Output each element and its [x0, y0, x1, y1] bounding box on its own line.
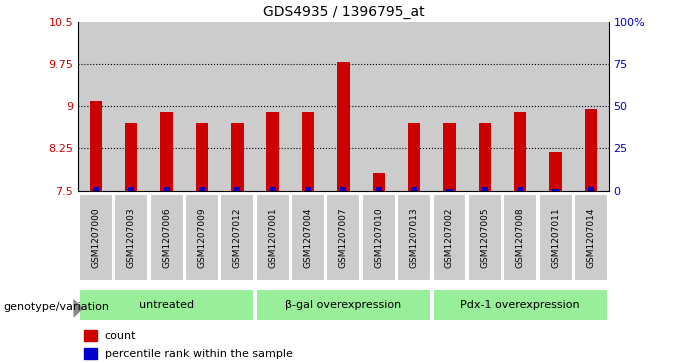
Bar: [128, 187, 135, 191]
Bar: [361, 22, 396, 191]
FancyBboxPatch shape: [80, 289, 254, 321]
Bar: [290, 22, 326, 191]
FancyBboxPatch shape: [220, 194, 254, 281]
Bar: [78, 22, 114, 191]
FancyBboxPatch shape: [362, 194, 396, 281]
Text: GSM1207007: GSM1207007: [339, 207, 348, 268]
Bar: [573, 22, 609, 191]
FancyBboxPatch shape: [433, 289, 607, 321]
Bar: [411, 187, 418, 191]
Text: GSM1207002: GSM1207002: [445, 208, 454, 268]
FancyBboxPatch shape: [114, 194, 148, 281]
Text: GSM1207010: GSM1207010: [374, 207, 384, 268]
Text: GSM1207013: GSM1207013: [409, 207, 419, 268]
Text: GSM1207014: GSM1207014: [586, 208, 596, 268]
Bar: [552, 189, 559, 191]
Bar: [588, 187, 594, 191]
Text: GSM1207003: GSM1207003: [126, 207, 136, 268]
Bar: [231, 123, 243, 191]
FancyBboxPatch shape: [150, 194, 184, 281]
Text: GSM1207011: GSM1207011: [551, 207, 560, 268]
Bar: [114, 22, 149, 191]
Bar: [92, 187, 99, 191]
Bar: [220, 22, 255, 191]
Bar: [326, 22, 361, 191]
Bar: [467, 22, 503, 191]
Bar: [375, 187, 382, 191]
FancyBboxPatch shape: [79, 194, 113, 281]
Bar: [517, 187, 524, 191]
Text: GSM1207008: GSM1207008: [515, 207, 525, 268]
Text: GSM1207012: GSM1207012: [233, 208, 242, 268]
Bar: [446, 189, 453, 191]
Bar: [196, 123, 208, 191]
FancyBboxPatch shape: [503, 194, 537, 281]
Text: GSM1207000: GSM1207000: [91, 207, 101, 268]
Bar: [538, 22, 573, 191]
Bar: [90, 101, 102, 191]
Text: untreated: untreated: [139, 300, 194, 310]
Text: genotype/variation: genotype/variation: [3, 302, 109, 312]
Bar: [199, 187, 205, 191]
Bar: [160, 112, 173, 191]
FancyBboxPatch shape: [397, 194, 431, 281]
Bar: [443, 123, 456, 191]
Bar: [302, 112, 314, 191]
FancyBboxPatch shape: [574, 194, 608, 281]
Text: GSM1207004: GSM1207004: [303, 208, 313, 268]
Polygon shape: [73, 299, 84, 318]
Text: GSM1207006: GSM1207006: [162, 207, 171, 268]
Bar: [84, 348, 97, 359]
Bar: [337, 62, 350, 191]
Bar: [305, 187, 311, 191]
FancyBboxPatch shape: [468, 194, 502, 281]
FancyBboxPatch shape: [256, 194, 290, 281]
Bar: [396, 22, 432, 191]
Bar: [408, 123, 420, 191]
Bar: [267, 112, 279, 191]
Bar: [255, 22, 290, 191]
Bar: [503, 22, 538, 191]
Bar: [373, 172, 385, 191]
Bar: [184, 22, 220, 191]
Bar: [269, 187, 276, 191]
Bar: [125, 123, 137, 191]
FancyBboxPatch shape: [539, 194, 573, 281]
Bar: [163, 187, 170, 191]
Bar: [340, 187, 347, 191]
Bar: [234, 187, 241, 191]
Bar: [432, 22, 467, 191]
Bar: [149, 22, 184, 191]
Text: count: count: [105, 331, 136, 341]
FancyBboxPatch shape: [326, 194, 360, 281]
Bar: [479, 123, 491, 191]
Text: GSM1207001: GSM1207001: [268, 207, 277, 268]
Text: percentile rank within the sample: percentile rank within the sample: [105, 349, 292, 359]
Bar: [84, 330, 97, 341]
Bar: [514, 112, 526, 191]
Bar: [481, 187, 488, 191]
FancyBboxPatch shape: [291, 194, 325, 281]
FancyBboxPatch shape: [256, 289, 430, 321]
FancyBboxPatch shape: [185, 194, 219, 281]
Bar: [585, 109, 597, 191]
Text: β-gal overexpression: β-gal overexpression: [286, 300, 401, 310]
Text: GSM1207009: GSM1207009: [197, 207, 207, 268]
FancyBboxPatch shape: [432, 194, 466, 281]
Bar: [549, 152, 562, 191]
Title: GDS4935 / 1396795_at: GDS4935 / 1396795_at: [262, 5, 424, 19]
Text: Pdx-1 overexpression: Pdx-1 overexpression: [460, 300, 580, 310]
Text: GSM1207005: GSM1207005: [480, 207, 490, 268]
